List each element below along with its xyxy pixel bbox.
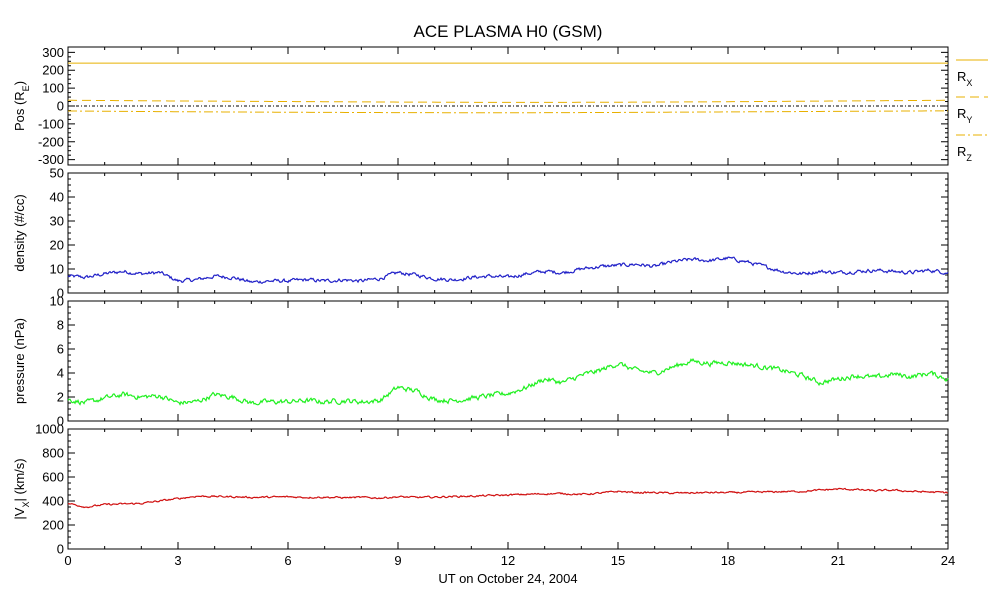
panel-pressure: 10 8 6 4 2 0 pressure (nPa) — [12, 294, 949, 429]
y-tick-label: 200 — [42, 518, 64, 533]
y-tick-label: 400 — [42, 494, 64, 509]
panel-velocity: 1000 800 600 400 200 00 3 6 9 12 15 18 21 24 |VX| (km/… — [12, 422, 955, 569]
x-axis-label: UT on October 24, 2004 — [438, 571, 577, 586]
y-tick-label: 6 — [57, 342, 64, 357]
y-tick-label: 10 — [50, 262, 64, 277]
panel-frame — [67, 428, 949, 550]
x-tick-label: 24 — [941, 553, 955, 568]
y-tick-label: 600 — [42, 470, 64, 485]
x-tick-label: 0 — [64, 553, 71, 568]
y-axis-label: density (#/cc) — [12, 194, 27, 271]
x-tick-label: 18 — [721, 553, 735, 568]
x-tick-label: 9 — [394, 553, 401, 568]
series-line-RY — [67, 99, 949, 103]
y-tick-label: 0 — [57, 286, 64, 301]
x-tick-label: 15 — [611, 553, 625, 568]
y-tick-label: 40 — [50, 190, 64, 205]
legend-label-RX: RX — [957, 69, 972, 88]
y-tick-label: -100 — [38, 116, 64, 131]
legend-label-RZ: RZ — [957, 144, 972, 163]
series-line-RZ — [67, 110, 949, 114]
y-tick-label: 0 — [57, 99, 64, 114]
y-axis-label: Pos (RE) — [12, 81, 31, 131]
y-tick-label: 50 — [50, 166, 64, 181]
y-tick-label: 1000 — [35, 422, 64, 437]
legend-label-RY: RY — [957, 106, 972, 125]
y-axis-label: pressure (nPa) — [12, 318, 27, 404]
y-tick-label: 4 — [57, 366, 64, 381]
x-tick-label: 3 — [174, 553, 181, 568]
panel-density: 50 40 30 20 10 0 density (#/cc) — [12, 166, 949, 301]
y-tick-label: -300 — [38, 152, 64, 167]
series-line-velocity — [67, 487, 949, 509]
panel-frame — [67, 300, 949, 422]
y-tick-label: 300 — [42, 45, 64, 60]
y-tick-label: -200 — [38, 134, 64, 149]
y-tick-label: 0 — [57, 414, 64, 429]
series-line-pressure — [67, 357, 949, 406]
y-tick-label: 100 — [42, 81, 64, 96]
series-line-density — [67, 256, 949, 285]
y-tick-label: 2 — [57, 390, 64, 405]
y-tick-label: 200 — [42, 63, 64, 78]
y-tick-label: 10 — [50, 294, 64, 309]
y-tick-label: 800 — [42, 446, 64, 461]
x-tick-label: 6 — [284, 553, 291, 568]
panel-position: 300 200 100 0 -100 -200 -300 Pos (RE) RX RY RZ — [12, 45, 988, 167]
y-tick-label: 8 — [57, 318, 64, 333]
chart-title: ACE PLASMA H0 (GSM) — [414, 22, 603, 41]
x-tick-label: 21 — [831, 553, 845, 568]
x-tick-label: 12 — [501, 553, 515, 568]
y-axis-label: |VX| (km/s) — [12, 458, 31, 519]
y-tick-label: 0 — [57, 542, 64, 557]
y-tick-label: 30 — [50, 214, 64, 229]
y-tick-label: 20 — [50, 238, 64, 253]
